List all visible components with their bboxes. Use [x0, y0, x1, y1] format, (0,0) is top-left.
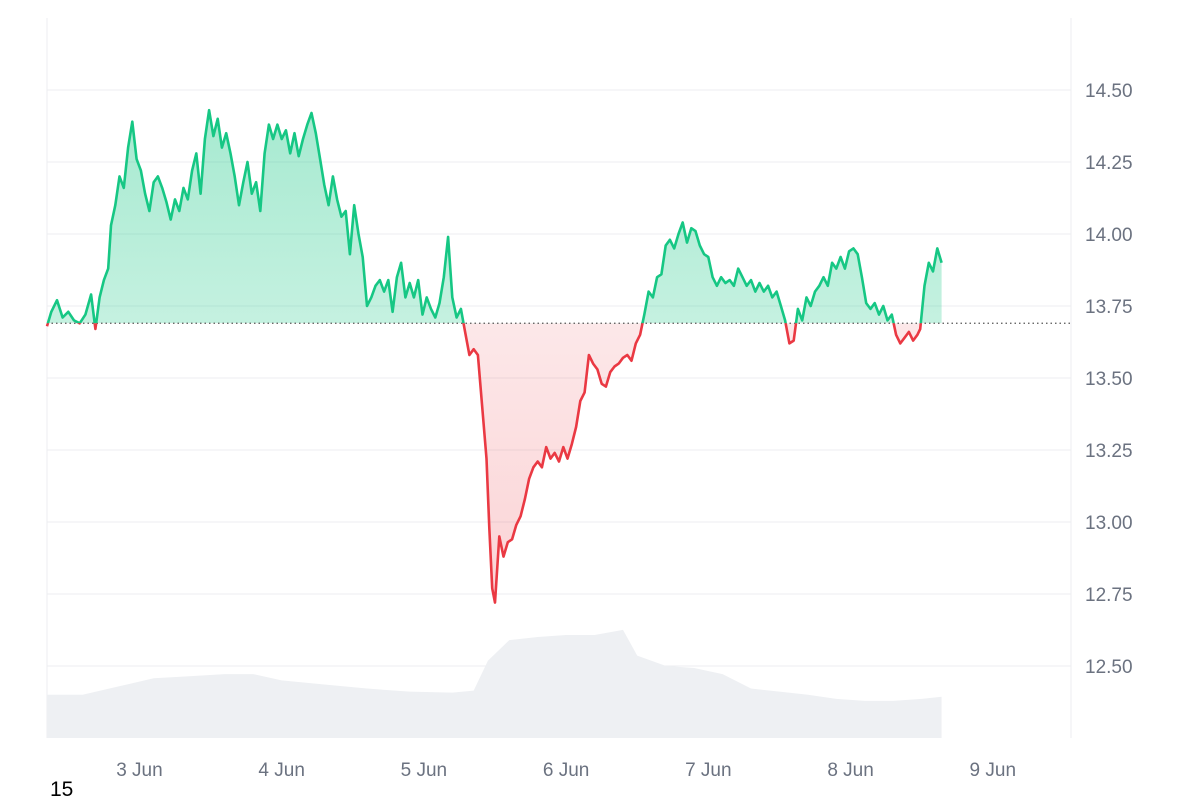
- price-line-down: [45, 323, 923, 604]
- price-line-up: [46, 108, 943, 324]
- y-tick-label: 14.00: [1085, 225, 1133, 246]
- x-tick-label: 8 Jun: [827, 760, 873, 781]
- y-tick-label: 12.75: [1085, 585, 1133, 606]
- y-tick-label: 13.25: [1085, 441, 1133, 462]
- volume-area: [47, 629, 942, 738]
- x-tick-label: 6 Jun: [543, 760, 589, 781]
- y-tick-label: 13.00: [1085, 513, 1133, 534]
- x-tick-label: 3 Jun: [116, 760, 162, 781]
- y-tick-label: 14.25: [1085, 153, 1133, 174]
- below-baseline-area: [47, 323, 942, 603]
- x-tick-label: 4 Jun: [258, 760, 304, 781]
- above-baseline-area: [47, 110, 942, 324]
- x-tick-label: 9 Jun: [970, 760, 1016, 781]
- y-tick-label: 14.50: [1085, 81, 1133, 102]
- y-tick-label: 13.75: [1085, 297, 1133, 318]
- footer-label: 15: [50, 778, 74, 801]
- x-tick-label: 5 Jun: [401, 760, 447, 781]
- y-tick-label: 13.50: [1085, 369, 1133, 390]
- x-tick-label: 7 Jun: [685, 760, 731, 781]
- y-tick-label: 12.50: [1085, 657, 1133, 678]
